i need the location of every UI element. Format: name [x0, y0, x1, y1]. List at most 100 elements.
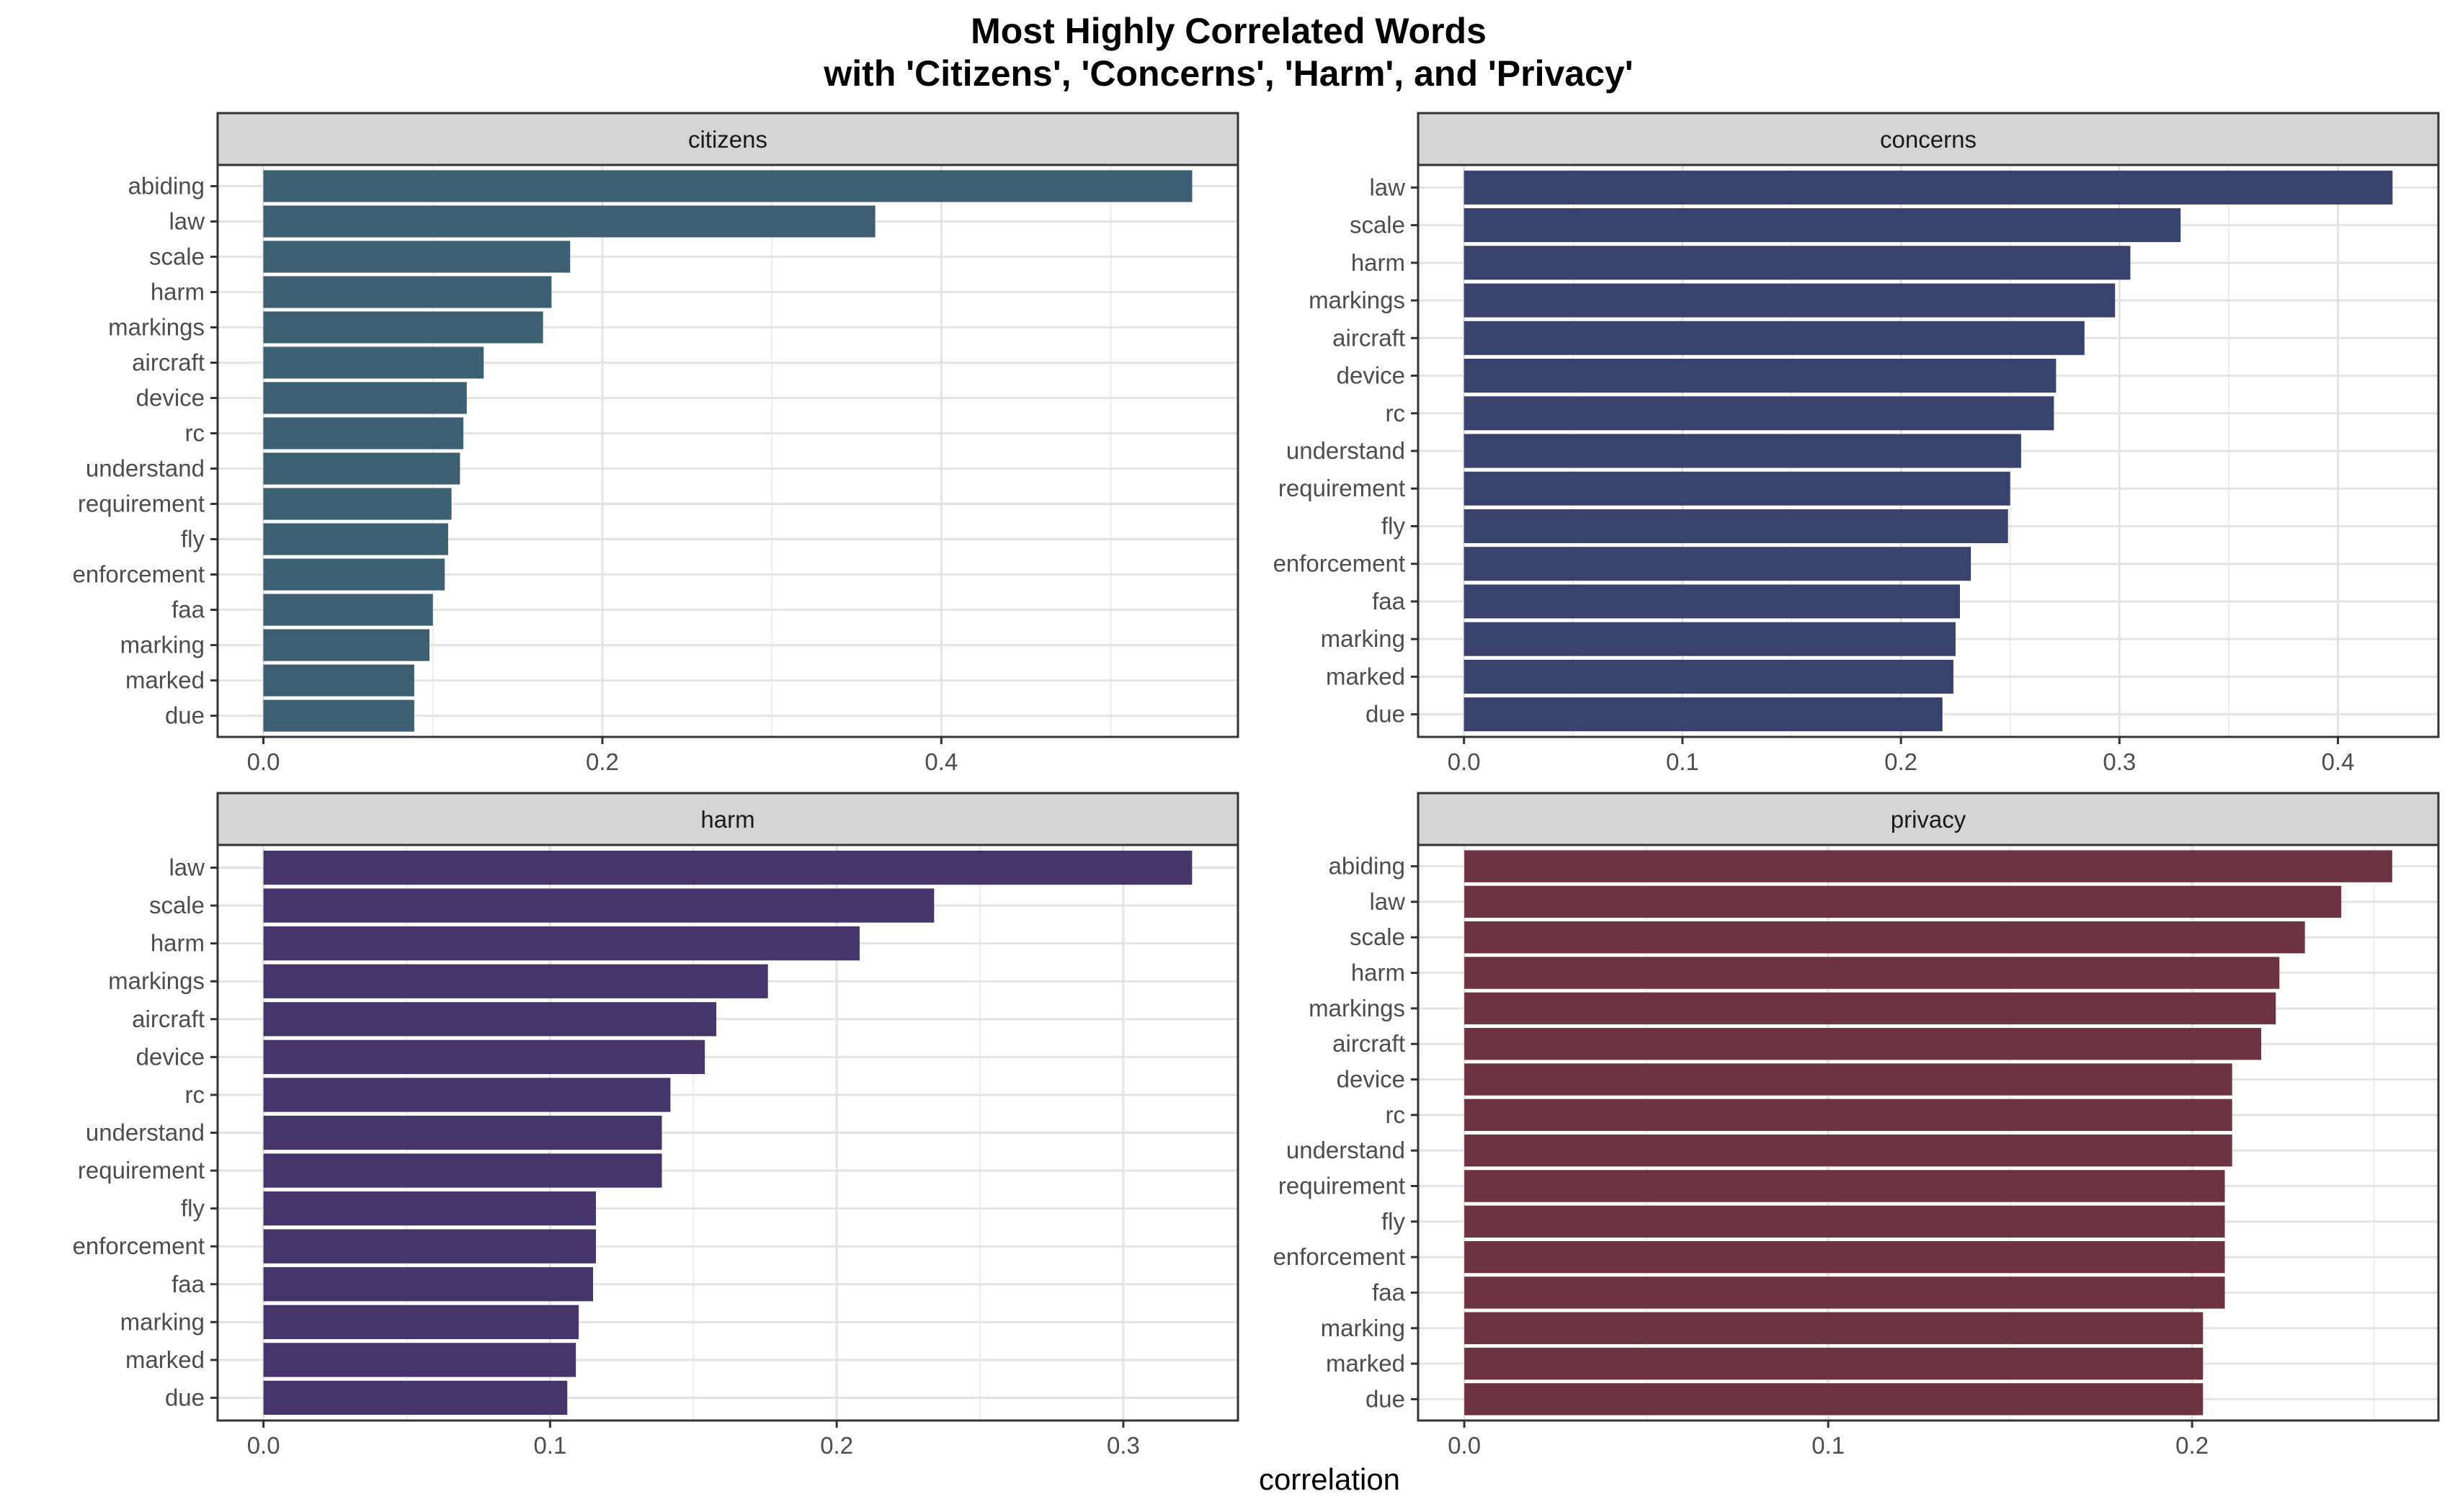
- bar-fly: [263, 523, 448, 555]
- y-tick-label: requirement: [78, 491, 205, 517]
- y-tick-label: device: [1337, 1066, 1405, 1093]
- y-tick-label: fly: [181, 1195, 205, 1222]
- facet-strip-label: citizens: [688, 126, 767, 153]
- y-tick-label: marked: [125, 667, 205, 694]
- bar-markings: [1464, 992, 2276, 1025]
- bar-fly: [263, 1191, 597, 1226]
- y-tick-label: device: [1337, 362, 1405, 389]
- y-tick-label: understand: [1286, 437, 1405, 464]
- y-tick-label: aircraft: [132, 1006, 205, 1032]
- bar-scale: [1464, 921, 2305, 954]
- x-tick-label: 0.1: [533, 1432, 566, 1459]
- y-tick-label: marking: [1321, 1315, 1405, 1341]
- y-tick-label: understand: [1286, 1137, 1405, 1163]
- x-tick-label: 0.0: [247, 748, 280, 775]
- y-tick-label: requirement: [1278, 1172, 1405, 1199]
- y-tick-label: due: [165, 1384, 205, 1410]
- panel-border: [1417, 844, 2440, 1422]
- bar-device: [263, 1039, 705, 1075]
- y-tick-label: scale: [149, 243, 205, 269]
- bar-aircraft: [263, 346, 484, 379]
- y-tick-label: law: [169, 207, 205, 234]
- bar-law: [263, 205, 875, 238]
- bar-due: [263, 1380, 568, 1415]
- bar-marking: [263, 1305, 579, 1339]
- bar-marked: [263, 1343, 576, 1377]
- y-tick-label: marked: [1326, 1350, 1405, 1377]
- y-tick-label: marked: [125, 1346, 205, 1373]
- y-tick-label: faa: [1372, 588, 1406, 614]
- facet-harm: harm law scale harm markings aircraft device rc…: [73, 792, 1239, 1459]
- bar-device: [1464, 1063, 2232, 1096]
- bar-enforcement: [1464, 1240, 2225, 1274]
- bar-markings: [1463, 283, 2116, 318]
- bar-requirement: [263, 488, 452, 520]
- bar-device: [1463, 359, 2057, 393]
- y-tick-label: enforcement: [1273, 1243, 1405, 1270]
- bar-fly: [1464, 1205, 2225, 1238]
- bar-aircraft: [1463, 321, 2085, 355]
- y-tick-label: requirement: [78, 1157, 205, 1184]
- y-tick-label: fly: [1381, 512, 1406, 539]
- bar-faa: [263, 594, 433, 626]
- y-tick-label: due: [165, 702, 205, 729]
- y-tick-label: device: [136, 1043, 205, 1070]
- y-tick-label: markings: [108, 967, 205, 994]
- facet-strip: [1417, 112, 2440, 166]
- chart-title-line2: with 'Citizens', 'Concerns', 'Harm', and…: [823, 53, 1633, 94]
- facet-strip-label: harm: [700, 806, 754, 833]
- facet-privacy: privacy abiding law scale harm markings aircra…: [1273, 792, 2440, 1459]
- bar-aircraft: [263, 1002, 717, 1037]
- bar-marked: [1464, 1347, 2204, 1380]
- bar-marked: [1463, 659, 1953, 694]
- x-tick-label: 0.4: [924, 748, 958, 775]
- y-tick-label: enforcement: [73, 1233, 205, 1259]
- y-tick-label: marking: [120, 632, 205, 658]
- y-tick-label: marking: [1321, 625, 1405, 652]
- y-tick-label: enforcement: [1273, 550, 1405, 577]
- facet-strip: [1417, 792, 2440, 846]
- y-tick-label: device: [136, 384, 205, 411]
- bar-due: [1463, 697, 1943, 732]
- x-tick-label: 0.0: [247, 1432, 280, 1459]
- x-tick-label: 0.4: [2322, 748, 2355, 775]
- y-tick-label: due: [1365, 1385, 1405, 1412]
- y-tick-label: scale: [149, 892, 205, 918]
- x-tick-label: 0.2: [2175, 1432, 2209, 1459]
- y-tick-label: scale: [1350, 923, 1405, 950]
- y-tick-label: understand: [86, 1119, 205, 1146]
- bar-harm: [263, 926, 860, 961]
- x-tick-label: 0.0: [1448, 748, 1481, 775]
- y-tick-label: rc: [185, 419, 205, 446]
- bar-understand: [263, 1115, 662, 1150]
- bar-abiding: [263, 170, 1193, 202]
- bar-requirement: [263, 1153, 662, 1188]
- bar-device: [263, 382, 467, 414]
- bar-abiding: [1464, 850, 2392, 882]
- y-tick-label: harm: [1351, 959, 1405, 986]
- bar-understand: [1463, 434, 2021, 468]
- x-tick-label: 0.1: [1666, 748, 1699, 775]
- y-tick-label: marked: [1326, 663, 1405, 689]
- y-tick-label: fly: [181, 526, 205, 553]
- bar-harm: [1463, 246, 2131, 280]
- y-tick-label: marking: [120, 1308, 205, 1335]
- bar-law: [263, 850, 1193, 885]
- facet-panels: citizens abiding law scale harm markings aircr…: [73, 112, 2440, 1459]
- bar-faa: [1463, 584, 1960, 619]
- x-tick-label: 0.2: [586, 748, 619, 775]
- y-tick-label: understand: [86, 455, 205, 482]
- y-tick-label: scale: [1350, 212, 1405, 238]
- y-tick-label: harm: [151, 278, 205, 305]
- bar-understand: [1464, 1134, 2232, 1167]
- x-axis-title: correlation: [1259, 1462, 1400, 1496]
- y-tick-label: due: [1365, 701, 1405, 728]
- panel-border: [1417, 164, 2440, 738]
- bar-faa: [1464, 1276, 2225, 1309]
- x-tick-label: 0.2: [820, 1432, 853, 1459]
- bar-marked: [263, 664, 414, 697]
- y-tick-label: faa: [1372, 1279, 1406, 1305]
- bar-law: [1463, 170, 2393, 205]
- bar-markings: [263, 964, 768, 998]
